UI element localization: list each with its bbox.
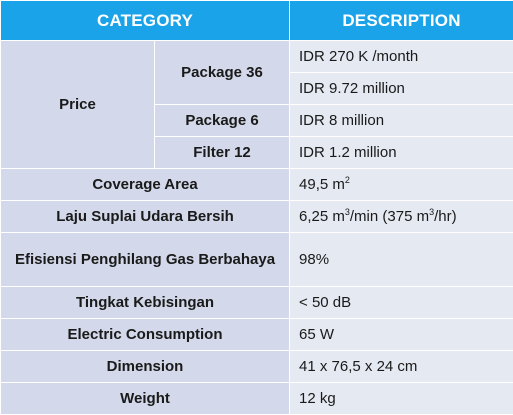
- package-6-label: Package 6: [155, 105, 290, 137]
- coverage-number: 49,5 m: [299, 176, 345, 193]
- weight-value: 12 kg: [290, 383, 513, 415]
- gas-removal-label: Efisiensi Penghilang Gas Berbahaya: [1, 233, 290, 287]
- table-row: Efisiensi Penghilang Gas Berbahaya 98%: [1, 233, 513, 287]
- weight-label: Weight: [1, 383, 290, 415]
- dimension-value: 41 x 76,5 x 24 cm: [290, 351, 513, 383]
- table-row: Coverage Area 49,5 m2: [1, 169, 513, 201]
- price-label: Price: [1, 41, 155, 169]
- table-row: Price Package 36 IDR 270 K /month: [1, 41, 513, 73]
- noise-value: < 50 dB: [290, 287, 513, 319]
- package-36-label: Package 36: [155, 41, 290, 105]
- table-row: Electric Consumption 65 W: [1, 319, 513, 351]
- coverage-label: Coverage Area: [1, 169, 290, 201]
- cadr-part-a: 6,25 m: [299, 208, 345, 225]
- filter-12-label: Filter 12: [155, 137, 290, 169]
- cadr-part-b: /min (375 m: [350, 208, 429, 225]
- cadr-value: 6,25 m3/min (375 m3/hr): [290, 201, 513, 233]
- header-row: CATEGORY DESCRIPTION: [1, 1, 513, 41]
- table-row: Laju Suplai Udara Bersih 6,25 m3/min (37…: [1, 201, 513, 233]
- package-36-total-value: IDR 9.72 million: [290, 73, 513, 105]
- table-row: Tingkat Kebisingan < 50 dB: [1, 287, 513, 319]
- package-36-monthly-value: IDR 270 K /month: [290, 41, 513, 73]
- power-value: 65 W: [290, 319, 513, 351]
- table-row: Weight 12 kg: [1, 383, 513, 415]
- filter-12-value: IDR 1.2 million: [290, 137, 513, 169]
- gas-removal-value: 98%: [290, 233, 513, 287]
- description-header: DESCRIPTION: [290, 1, 513, 41]
- table-row: Dimension 41 x 76,5 x 24 cm: [1, 351, 513, 383]
- coverage-value: 49,5 m2: [290, 169, 513, 201]
- cadr-part-c: /hr): [434, 208, 457, 225]
- power-label: Electric Consumption: [1, 319, 290, 351]
- category-header: CATEGORY: [1, 1, 290, 41]
- noise-label: Tingkat Kebisingan: [1, 287, 290, 319]
- cadr-label: Laju Suplai Udara Bersih: [1, 201, 290, 233]
- coverage-exponent: 2: [345, 175, 350, 185]
- package-6-value: IDR 8 million: [290, 105, 513, 137]
- dimension-label: Dimension: [1, 351, 290, 383]
